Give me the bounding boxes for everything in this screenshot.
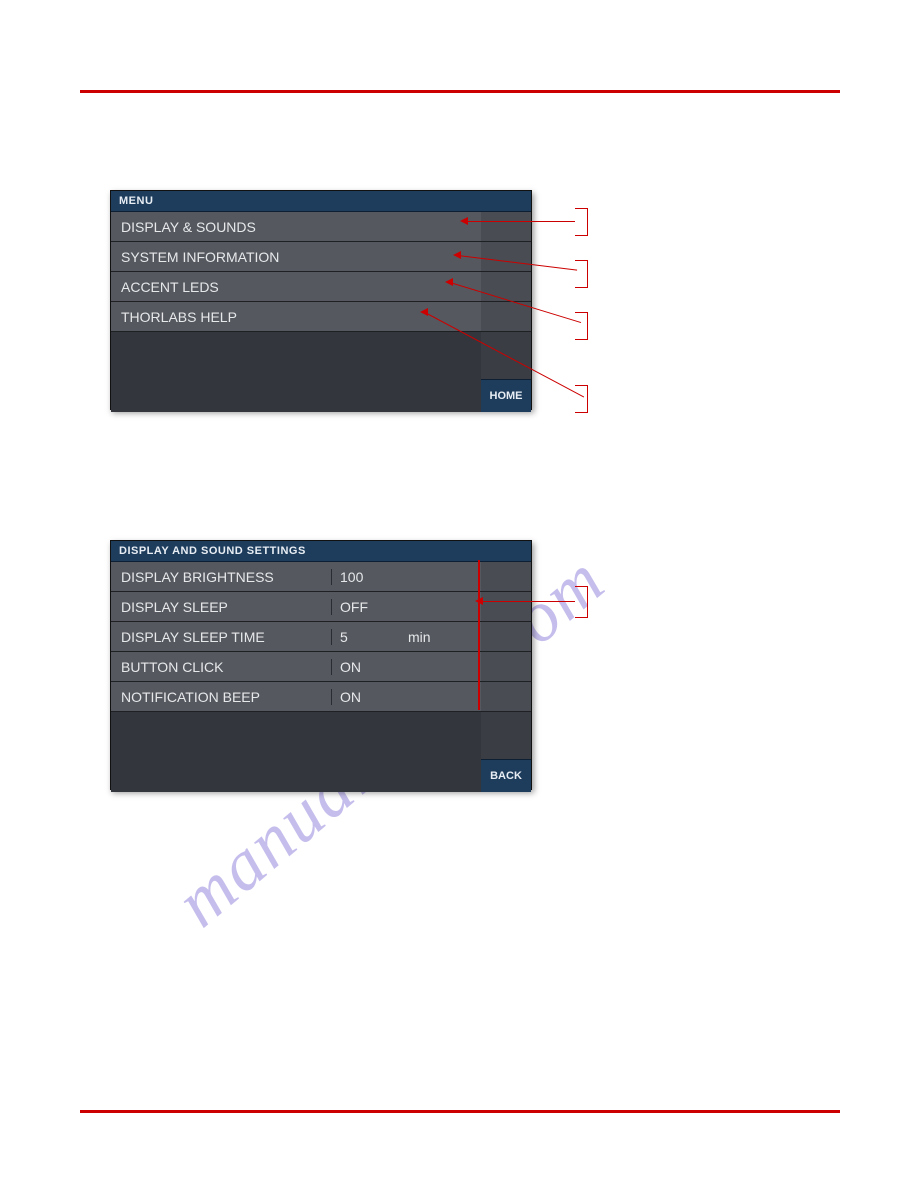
menu-item-thorlabs-help[interactable]: THORLABS HELP [111, 302, 481, 332]
menu-item-accent-leds[interactable]: ACCENT LEDS [111, 272, 481, 302]
callout-vertical-line [478, 560, 480, 710]
home-button[interactable]: HOME [481, 379, 531, 412]
menu-panel: MENU DISPLAY & SOUNDS SYSTEM INFORMATION… [110, 190, 532, 410]
callout-arrow-icon [453, 251, 461, 259]
settings-panel: DISPLAY AND SOUND SETTINGS DISPLAY BRIGH… [110, 540, 532, 790]
setting-row-button-click[interactable]: BUTTON CLICK ON [111, 652, 481, 682]
callout-leader [480, 601, 575, 602]
settings-tab[interactable] [481, 562, 531, 592]
menu-panel-title: MENU [111, 191, 531, 212]
menu-panel-body: DISPLAY & SOUNDS SYSTEM INFORMATION ACCE… [111, 212, 531, 412]
setting-row-display-sleep[interactable]: DISPLAY SLEEP OFF [111, 592, 481, 622]
menu-tab[interactable] [481, 242, 531, 272]
setting-value: ON [331, 689, 400, 705]
setting-unit: min [400, 629, 481, 645]
callout-bracket [575, 208, 588, 236]
settings-panel-body: DISPLAY BRIGHTNESS 100 DISPLAY SLEEP OFF… [111, 562, 531, 792]
menu-item-label: THORLABS HELP [121, 309, 237, 325]
callout-arrow-icon [445, 278, 453, 286]
setting-value: OFF [331, 599, 400, 615]
callout-arrow-icon [420, 308, 428, 316]
home-button-label: HOME [490, 390, 523, 402]
setting-row-display-brightness[interactable]: DISPLAY BRIGHTNESS 100 [111, 562, 481, 592]
callout-arrow-icon [460, 217, 468, 225]
settings-panel-title: DISPLAY AND SOUND SETTINGS [111, 541, 531, 562]
menu-item-system-information[interactable]: SYSTEM INFORMATION [111, 242, 481, 272]
back-button-label: BACK [490, 770, 522, 782]
setting-label: DISPLAY SLEEP [111, 599, 331, 615]
setting-label: NOTIFICATION BEEP [111, 689, 331, 705]
settings-tab[interactable] [481, 652, 531, 682]
menu-item-label: SYSTEM INFORMATION [121, 249, 279, 265]
callout-arrow-icon [475, 597, 483, 605]
setting-label: BUTTON CLICK [111, 659, 331, 675]
callout-bracket [575, 312, 588, 340]
settings-tab-column [481, 562, 531, 792]
menu-item-label: DISPLAY & SOUNDS [121, 219, 256, 235]
settings-tab[interactable] [481, 682, 531, 712]
bottom-rule [80, 1110, 840, 1113]
setting-row-notification-beep[interactable]: NOTIFICATION BEEP ON [111, 682, 481, 712]
menu-tab[interactable] [481, 272, 531, 302]
menu-tab[interactable] [481, 212, 531, 242]
callout-leader [465, 221, 575, 222]
menu-tab[interactable] [481, 302, 531, 332]
back-button[interactable]: BACK [481, 759, 531, 792]
menu-item-label: ACCENT LEDS [121, 279, 219, 295]
callout-bracket [575, 385, 588, 413]
top-rule [80, 90, 840, 93]
callout-bracket [575, 260, 588, 288]
settings-tab[interactable] [481, 592, 531, 622]
callout-bracket [575, 586, 588, 618]
setting-value: ON [331, 659, 400, 675]
menu-item-display-sounds[interactable]: DISPLAY & SOUNDS [111, 212, 481, 242]
settings-tab[interactable] [481, 622, 531, 652]
setting-label: DISPLAY SLEEP TIME [111, 629, 331, 645]
setting-value: 5 [331, 629, 400, 645]
setting-value: 100 [331, 569, 400, 585]
setting-row-display-sleep-time[interactable]: DISPLAY SLEEP TIME 5 min [111, 622, 481, 652]
setting-label: DISPLAY BRIGHTNESS [111, 569, 331, 585]
